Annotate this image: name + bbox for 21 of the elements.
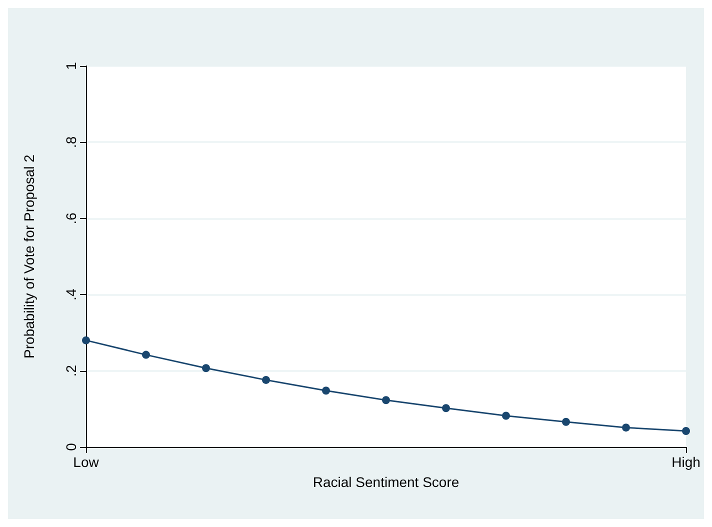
point — [262, 376, 270, 384]
y-tick-label: 0 — [63, 442, 79, 451]
point — [142, 350, 150, 359]
y-tick-label: .4 — [63, 288, 79, 300]
point — [622, 424, 630, 432]
y-tick-label: .6 — [63, 212, 79, 224]
x-tick-label: Low — [73, 454, 100, 470]
y-axis-title: Probability of Vote for Proposal 2 — [21, 154, 37, 358]
x-axis-title: Racial Sentiment Score — [312, 474, 460, 490]
point — [682, 427, 690, 435]
y-tick-label: 1 — [63, 62, 79, 70]
point — [382, 396, 390, 404]
point — [442, 404, 450, 412]
point — [502, 412, 510, 420]
y-tick-label: .8 — [63, 136, 79, 148]
point — [202, 364, 210, 372]
point — [322, 386, 330, 395]
x-tick-label: High — [672, 454, 700, 470]
point — [82, 336, 90, 344]
y-tick-label: .2 — [63, 364, 79, 377]
point — [562, 418, 570, 426]
